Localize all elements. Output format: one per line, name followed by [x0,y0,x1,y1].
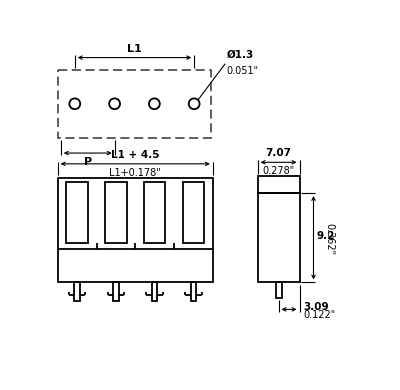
Text: 3.09: 3.09 [304,302,329,312]
Bar [258,193,300,282]
Bar [191,282,196,301]
Bar [58,70,211,138]
Bar [113,282,118,301]
Bar [58,178,213,282]
Bar [66,182,88,243]
Text: P: P [84,157,92,167]
Text: 0.362": 0.362" [324,223,334,255]
Bar [152,282,157,301]
Bar [258,176,300,193]
Bar [144,182,165,243]
Text: 9.2: 9.2 [317,231,335,241]
Text: Ø1.3: Ø1.3 [227,50,254,60]
Text: 0.278": 0.278" [262,166,295,176]
Text: L1 + 4.5: L1 + 4.5 [111,150,160,160]
Bar [276,282,282,298]
Text: L1: L1 [127,44,142,54]
Text: 0.122": 0.122" [304,310,336,320]
Bar [74,282,80,301]
Text: 7.07: 7.07 [266,149,292,158]
Bar [105,182,126,243]
Text: 0.051": 0.051" [227,66,259,76]
Text: L1+0.178": L1+0.178" [109,168,161,178]
Bar [183,182,204,243]
